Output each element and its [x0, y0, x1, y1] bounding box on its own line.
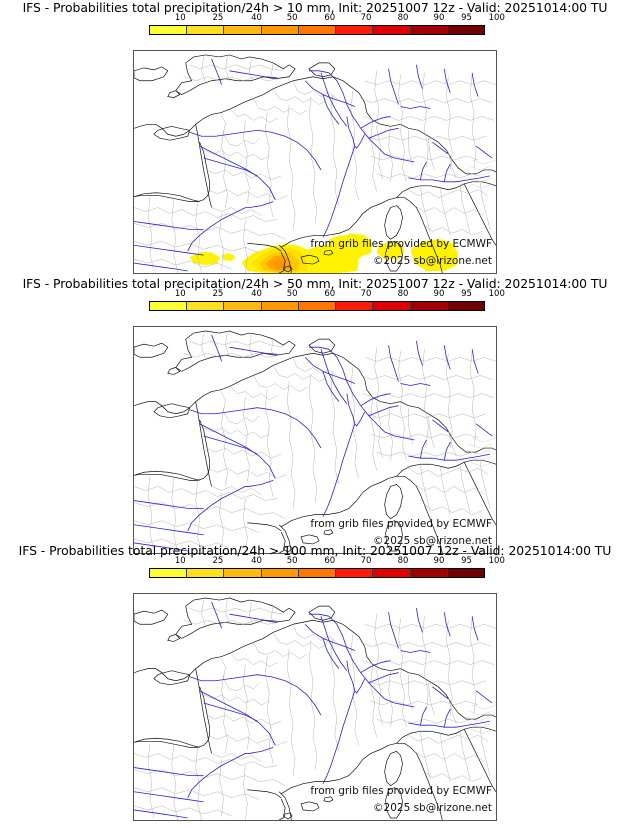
colorbar-tick-70: 70: [360, 289, 372, 299]
colorbar-tick-70: 70: [360, 556, 372, 566]
colorbar-segment-8: [410, 302, 448, 310]
colorbar-gradient: [149, 301, 485, 311]
administrative-borders-layer: [134, 331, 496, 553]
forecast-panel-50mm: IFS - Probabilities total precipitation/…: [0, 276, 630, 554]
panel-title: IFS - Probabilities total precipitation/…: [22, 276, 608, 291]
forecast-panel-10mm: IFS - Probabilities total precipitation/…: [0, 0, 630, 276]
colorbar-tick-60: 60: [324, 289, 336, 299]
colorbar-segment-7: [373, 26, 411, 34]
colorbar-segment-1: [150, 302, 188, 310]
colorbar-segment-3: [224, 569, 262, 577]
coastlines-layer: [134, 330, 496, 553]
map-canvas-50mm[interactable]: from grib files provided by ECMWF ©2025 …: [133, 326, 497, 554]
colorbar: 10 25 40 50 60 70 80 90 95 100: [149, 13, 505, 39]
forecast-panel-100mm: IFS - Probabilities total precipitation/…: [0, 543, 630, 828]
colorbar-gradient: [149, 568, 485, 578]
colorbar-tick-90: 90: [433, 556, 445, 566]
colorbar-tick-40: 40: [251, 556, 262, 566]
rivers-layer: [134, 601, 493, 819]
precipitation-overlay: [189, 233, 459, 273]
map-canvas-10mm[interactable]: from grib files provided by ECMWF ©2025 …: [133, 50, 497, 274]
colorbar-segment-5: [298, 569, 337, 577]
colorbar-segment-2: [187, 302, 225, 310]
colorbar-tick-50: 50: [286, 289, 298, 299]
colorbar-segment-3: [224, 302, 262, 310]
colorbar-segment-2: [187, 26, 225, 34]
colorbar-tick-50: 50: [286, 13, 298, 23]
map-svg: [134, 597, 496, 820]
colorbar-tick-90: 90: [433, 13, 445, 23]
colorbar-tick-90: 90: [433, 289, 445, 299]
colorbar-segment-9: [447, 26, 484, 34]
colorbar-segment-5: [298, 302, 337, 310]
colorbar-segment-2: [187, 569, 225, 577]
colorbar-segment-6: [336, 26, 374, 34]
colorbar-ticks: 10 25 40 50 60 70 80 90 95 100: [149, 289, 505, 301]
colorbar-tick-60: 60: [324, 556, 336, 566]
panel-title: IFS - Probabilities total precipitation/…: [22, 0, 608, 15]
coastlines-layer: [134, 597, 496, 820]
colorbar-segment-9: [447, 569, 484, 577]
colorbar-tick-100: 100: [488, 289, 505, 299]
colorbar: 10 25 40 50 60 70 80 90 95 100: [149, 556, 505, 582]
colorbar-tick-40: 40: [251, 289, 262, 299]
colorbar-segment-4: [261, 26, 299, 34]
colorbar-tick-40: 40: [251, 13, 262, 23]
colorbar-tick-80: 80: [397, 289, 409, 299]
colorbar-tick-95: 95: [461, 289, 472, 299]
colorbar-tick-100: 100: [488, 13, 505, 23]
rivers-layer: [134, 334, 493, 552]
colorbar-ticks: 10 25 40 50 60 70 80 90 95 100: [149, 13, 505, 25]
colorbar-segment-4: [261, 569, 299, 577]
colorbar-tick-60: 60: [324, 13, 336, 23]
colorbar-segment-8: [410, 26, 448, 34]
administrative-borders-layer: [134, 598, 496, 820]
colorbar-tick-100: 100: [488, 556, 505, 566]
rivers-layer: [134, 58, 493, 272]
colorbar-tick-80: 80: [397, 556, 409, 566]
colorbar-segment-3: [224, 26, 262, 34]
colorbar-tick-10: 10: [174, 289, 186, 299]
colorbar-segment-4: [261, 302, 299, 310]
colorbar-segment-7: [373, 569, 411, 577]
map-canvas-100mm[interactable]: from grib files provided by ECMWF ©2025 …: [133, 593, 497, 821]
colorbar-tick-50: 50: [286, 556, 298, 566]
colorbar-segment-5: [298, 26, 337, 34]
colorbar-gradient: [149, 25, 485, 35]
colorbar-ticks: 10 25 40 50 60 70 80 90 95 100: [149, 556, 505, 568]
colorbar-segment-8: [410, 569, 448, 577]
colorbar-tick-10: 10: [174, 13, 186, 23]
colorbar-segment-9: [447, 302, 484, 310]
colorbar-segment-1: [150, 26, 188, 34]
colorbar-tick-10: 10: [174, 556, 186, 566]
colorbar-tick-25: 25: [212, 13, 224, 23]
colorbar-segment-1: [150, 569, 188, 577]
colorbar-tick-80: 80: [397, 13, 409, 23]
colorbar-segment-6: [336, 302, 374, 310]
panel-title: IFS - Probabilities total precipitation/…: [18, 543, 612, 558]
map-svg: [134, 330, 496, 553]
map-svg: [134, 54, 496, 273]
colorbar-tick-70: 70: [360, 13, 372, 23]
colorbar-segment-6: [336, 569, 374, 577]
colorbar-tick-95: 95: [461, 556, 472, 566]
colorbar: 10 25 40 50 60 70 80 90 95 100: [149, 289, 505, 315]
colorbar-segment-7: [373, 302, 411, 310]
colorbar-tick-25: 25: [212, 289, 224, 299]
colorbar-tick-25: 25: [212, 556, 224, 566]
colorbar-tick-95: 95: [461, 13, 472, 23]
